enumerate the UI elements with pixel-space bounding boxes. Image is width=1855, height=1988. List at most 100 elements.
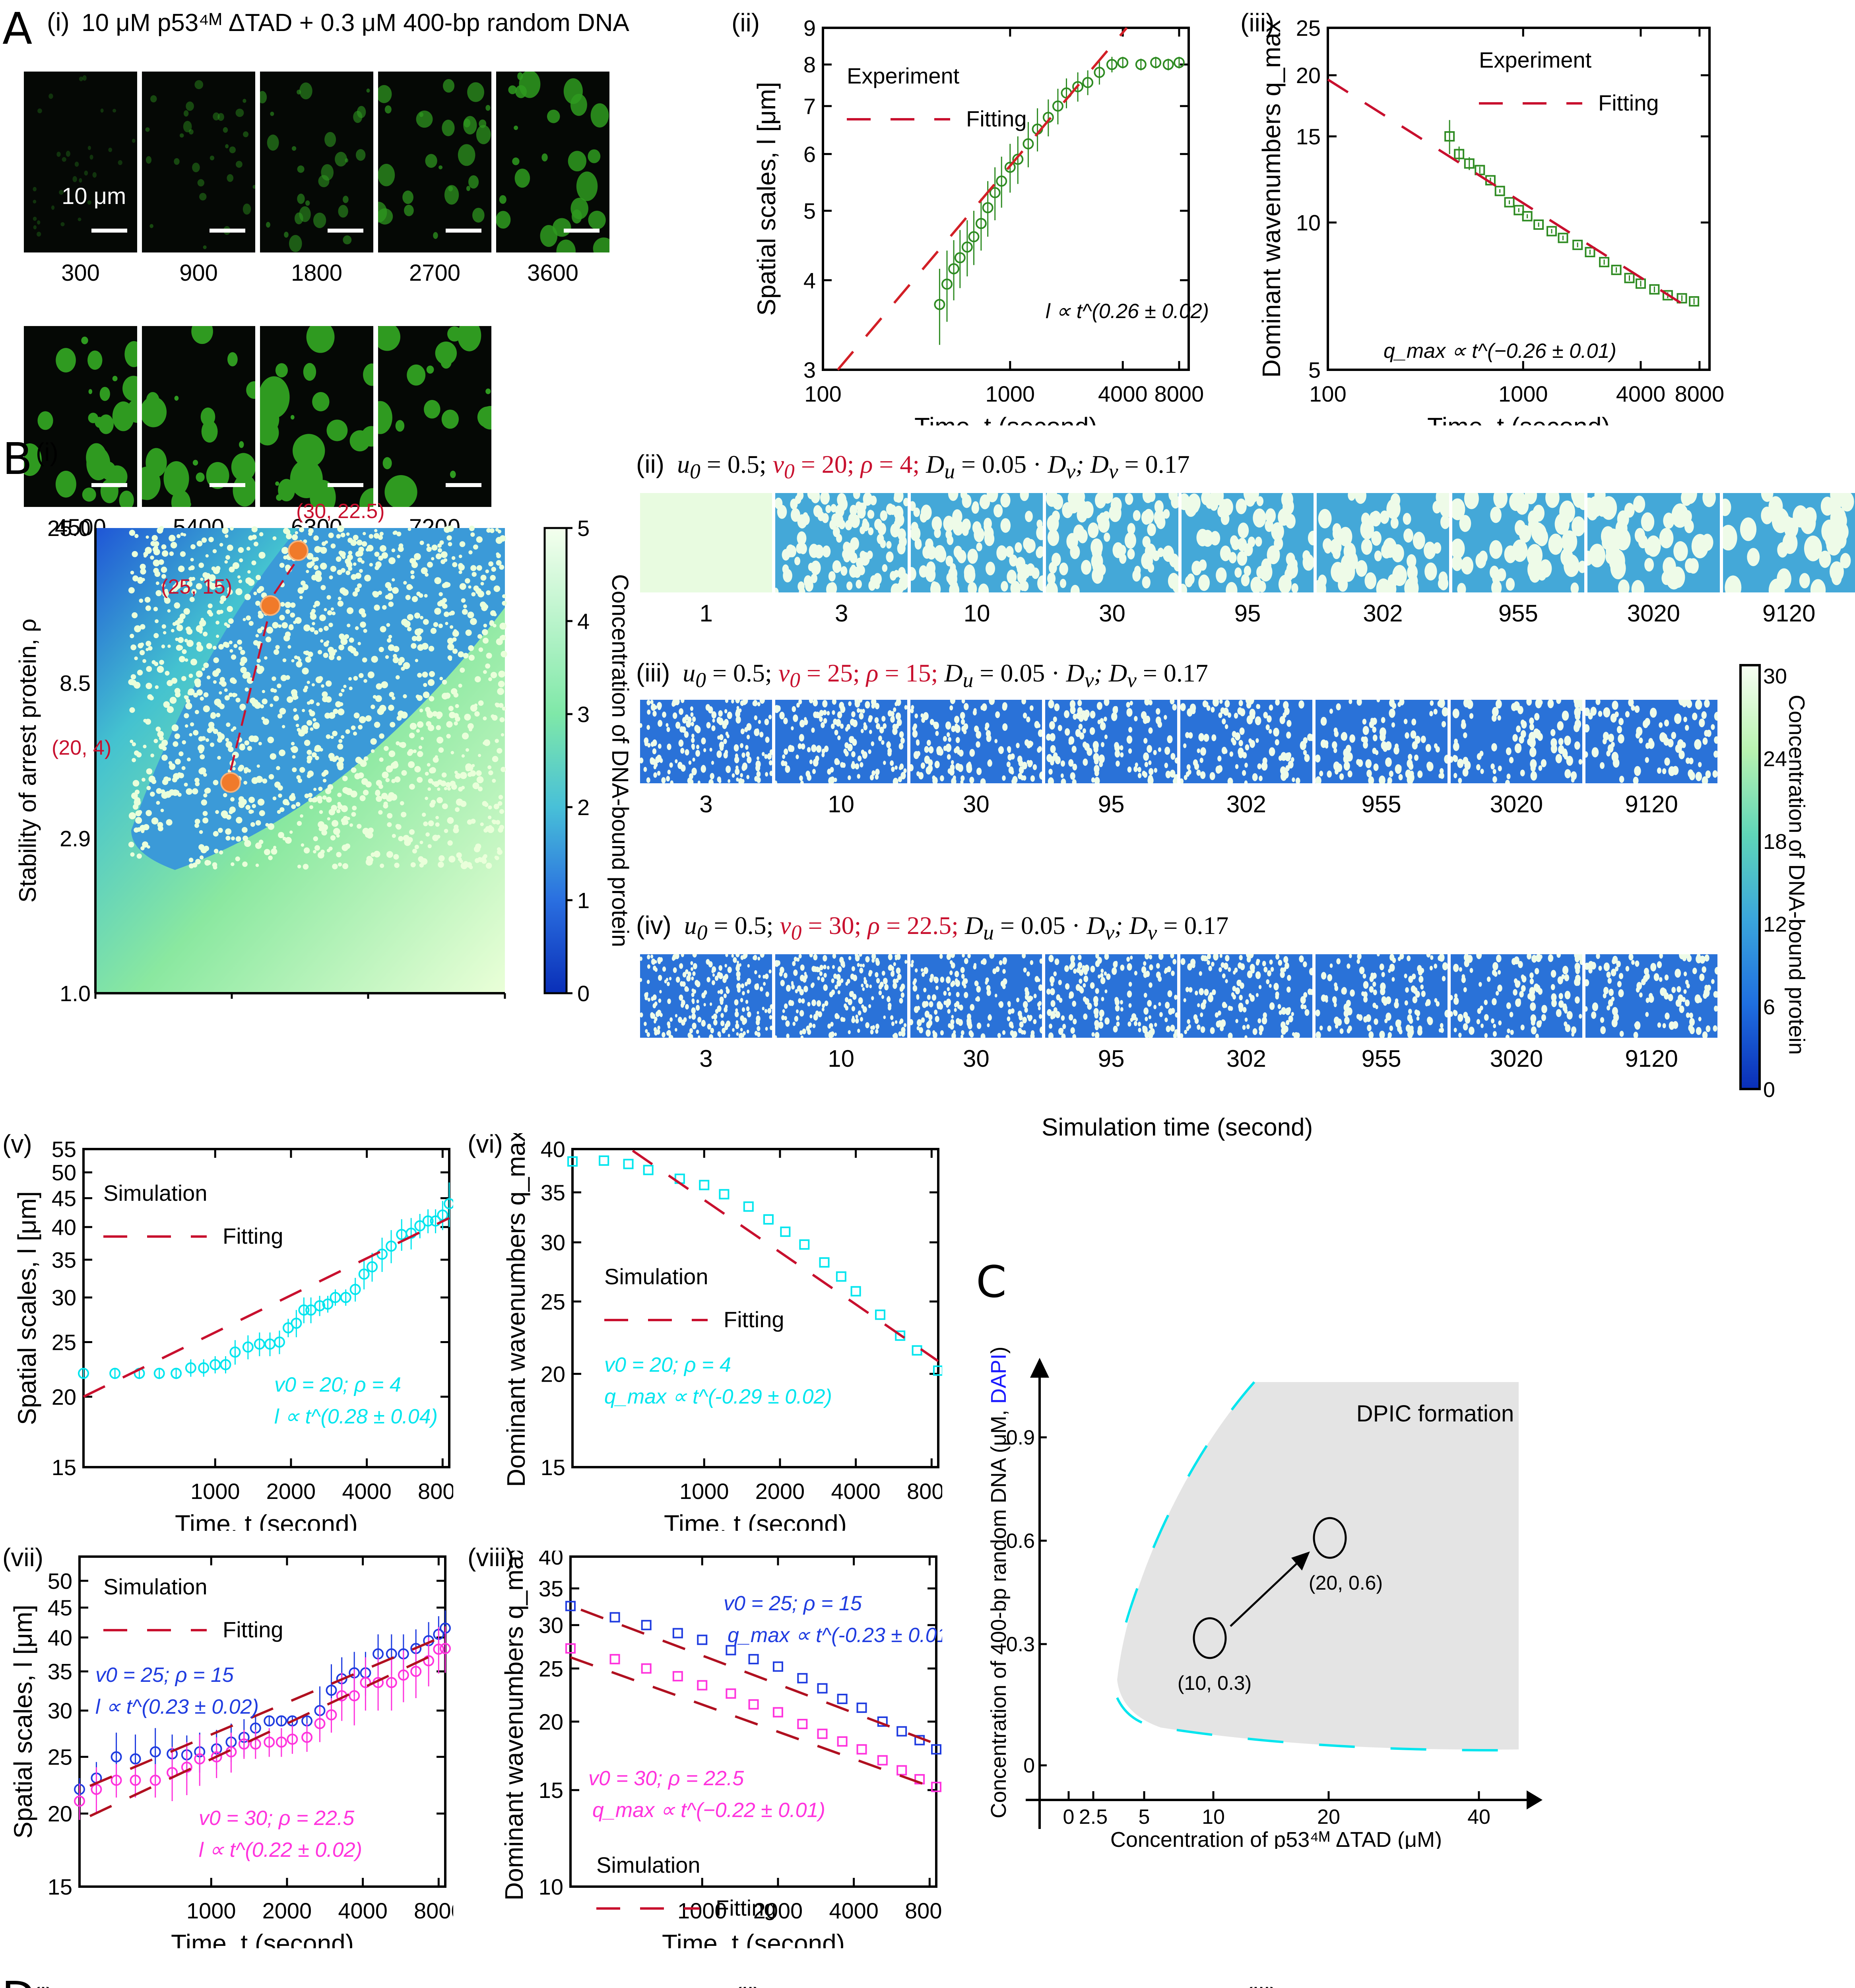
droplet <box>244 687 249 692</box>
droplet <box>1598 711 1603 717</box>
droplet <box>1335 1023 1339 1029</box>
droplet <box>913 978 917 983</box>
droplet <box>112 376 118 381</box>
droplet <box>1529 759 1537 769</box>
droplet <box>691 976 694 980</box>
droplet <box>290 415 295 420</box>
droplet <box>1039 958 1042 964</box>
droplet <box>1361 513 1370 526</box>
droplet <box>1715 967 1717 975</box>
droplet <box>782 564 789 574</box>
droplet <box>483 828 488 833</box>
droplet <box>859 954 862 957</box>
droplet <box>924 755 930 764</box>
droplet <box>830 1021 834 1027</box>
y-tick-label: 55 <box>52 1137 76 1162</box>
droplet <box>407 364 426 386</box>
snapshot-time-label: 302 <box>1363 600 1403 627</box>
droplet <box>1219 700 1223 704</box>
droplet <box>1197 1024 1201 1030</box>
droplet <box>675 722 681 729</box>
droplet <box>433 622 439 627</box>
droplet <box>1038 729 1042 737</box>
data-point <box>444 1198 453 1209</box>
y-tick-label: 25 <box>1296 16 1321 41</box>
droplet <box>1115 1005 1120 1012</box>
droplet <box>417 644 424 651</box>
x-tick-label: 2000 <box>266 1479 316 1504</box>
droplet <box>1082 501 1094 518</box>
droplet <box>1083 1013 1088 1020</box>
y-tick-label: 10 <box>1296 210 1321 235</box>
droplet <box>108 148 113 152</box>
droplet <box>1420 736 1426 743</box>
data-point <box>948 263 960 274</box>
droplet <box>922 1001 927 1008</box>
droplet <box>1106 1019 1110 1024</box>
droplet <box>231 862 235 866</box>
droplet <box>257 798 265 806</box>
droplet <box>1053 971 1057 977</box>
droplet <box>1684 519 1694 534</box>
droplet <box>1536 1020 1541 1028</box>
droplet <box>206 675 211 679</box>
droplet <box>985 977 989 983</box>
droplet <box>997 1033 1001 1038</box>
droplet <box>486 528 491 533</box>
droplet <box>640 1012 643 1018</box>
droplet <box>482 801 487 806</box>
droplet <box>1081 560 1092 575</box>
droplet <box>245 805 250 810</box>
droplet <box>1225 582 1238 592</box>
y-tick-label: 6 <box>803 142 816 167</box>
droplet <box>823 965 827 970</box>
droplet <box>958 1019 963 1026</box>
droplet <box>796 754 799 759</box>
droplet <box>129 530 136 536</box>
droplet <box>368 857 374 863</box>
droplet <box>187 757 191 761</box>
droplet <box>360 609 365 614</box>
droplet <box>365 715 372 722</box>
droplet <box>481 603 487 609</box>
droplet <box>881 716 886 722</box>
droplet <box>1244 1035 1248 1038</box>
droplet <box>140 643 144 647</box>
droplet <box>812 1023 816 1028</box>
droplet <box>416 111 433 128</box>
droplet <box>1361 539 1373 555</box>
panel-B-iv-header: (iv) u0 = 0.5; v0 = 30; ρ = 22.5; Du = 0… <box>636 911 1229 944</box>
droplet <box>1347 771 1352 778</box>
droplet <box>1112 542 1124 558</box>
droplet <box>1125 493 1133 505</box>
droplet <box>1097 702 1103 710</box>
droplet <box>1493 971 1498 977</box>
droplet <box>1200 1026 1205 1033</box>
data-point <box>210 1359 221 1371</box>
droplet <box>1230 535 1238 547</box>
droplet <box>333 828 340 835</box>
droplet <box>169 763 176 770</box>
droplet <box>1200 771 1206 779</box>
droplet <box>388 635 392 639</box>
droplet <box>757 1011 759 1015</box>
droplet <box>454 771 458 775</box>
y-tick-label: 15 <box>1296 124 1321 149</box>
droplet <box>1173 1033 1177 1038</box>
droplet <box>1129 701 1133 706</box>
panel-B-iv-label: (iv) <box>636 911 671 940</box>
data-point <box>699 1180 710 1190</box>
droplet <box>1210 1027 1215 1034</box>
droplet <box>868 580 876 591</box>
droplet <box>1006 761 1011 767</box>
data-point <box>1173 57 1185 68</box>
droplet <box>1235 987 1240 994</box>
panel-B-ii-header: (ii) u0 = 0.5; v0 = 20; ρ = 4; Du = 0.05… <box>636 450 1190 483</box>
droplet <box>161 583 166 587</box>
droplet <box>1153 750 1157 755</box>
droplet <box>1269 747 1275 756</box>
droplet <box>1531 522 1545 542</box>
droplet <box>799 775 803 781</box>
droplet <box>229 806 236 813</box>
droplet <box>243 670 246 674</box>
